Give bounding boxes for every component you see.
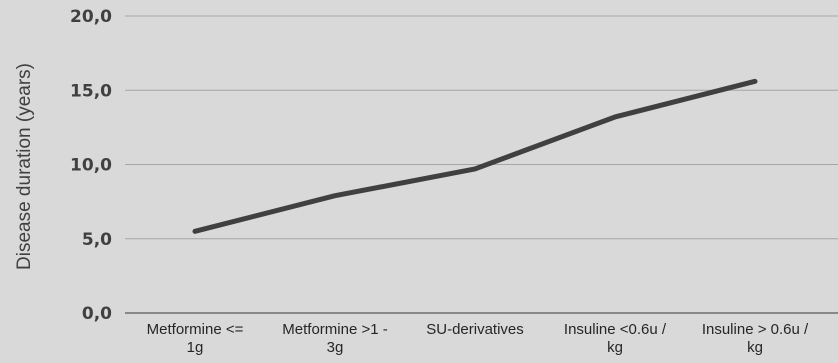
y-tick-label: 10,0 xyxy=(70,156,112,176)
x-tick-label: Metformine <= 1g xyxy=(147,321,244,356)
y-tick-label: 15,0 xyxy=(70,81,112,101)
y-tick-labels: 0,0 5,0 10,0 15,0 20,0 xyxy=(70,7,112,324)
x-tick-label: Insuline <0.6u / kg xyxy=(564,321,667,356)
x-tick-labels: Metformine <= 1g Metformine >1 -3g SU-deriv… xyxy=(147,321,809,356)
x-tick-label: SU-derivatives xyxy=(426,321,524,338)
y-tick-label: 5,0 xyxy=(82,230,112,250)
gridlines xyxy=(125,15,838,240)
series-line xyxy=(192,78,758,234)
x-tick-label: Metformine >1 -3g xyxy=(282,321,387,356)
y-tick-label: 0,0 xyxy=(82,304,112,324)
y-axis-label: Disease duration (years) xyxy=(14,63,35,270)
y-tick-label: 20,0 xyxy=(70,7,112,27)
x-tick-label: Insuline > 0.6u / kg xyxy=(702,321,809,356)
